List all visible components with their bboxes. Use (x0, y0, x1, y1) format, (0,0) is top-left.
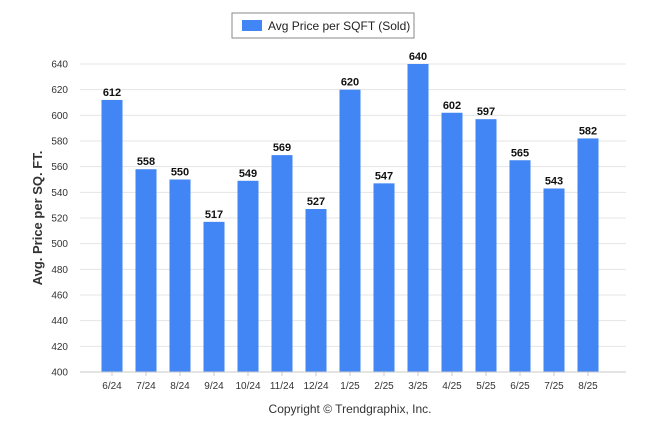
y-tick-label: 400 (51, 368, 68, 379)
y-tick-label: 480 (51, 265, 68, 276)
bar (577, 138, 599, 372)
legend-swatch (242, 20, 262, 31)
bar-value-label: 558 (137, 156, 155, 168)
bar (339, 89, 361, 373)
x-tick-label: 12/24 (303, 381, 328, 392)
x-tick-label: 8/24 (170, 381, 190, 392)
bar (237, 180, 259, 372)
x-tick-label: 3/25 (408, 381, 428, 392)
bar (271, 155, 293, 372)
x-tick-label: 8/25 (578, 381, 598, 392)
bar-value-label: 565 (511, 147, 529, 159)
x-tick-label: 11/24 (270, 381, 295, 392)
bar-value-label: 547 (375, 170, 393, 182)
x-tick-label: 4/25 (442, 381, 462, 392)
legend-box (231, 12, 415, 39)
x-tick-label: 6/24 (102, 381, 122, 392)
bar-value-label: 597 (477, 106, 495, 118)
x-tick-label: 7/25 (544, 381, 564, 392)
bar-value-label: 550 (171, 167, 189, 179)
legend-label: Avg Price per SQFT (Sold) (268, 19, 410, 33)
bar-value-label: 517 (205, 209, 223, 221)
y-tick-label: 640 (51, 60, 68, 71)
bar (135, 169, 157, 372)
y-tick-label: 420 (51, 342, 68, 353)
bar-value-label: 543 (545, 175, 563, 187)
y-tick-label: 600 (51, 111, 68, 122)
bar (509, 160, 531, 372)
bar-value-label: 569 (273, 142, 291, 154)
bar-value-label: 602 (443, 100, 461, 112)
y-axis-ticks: 400 420 440 460 480 500 520 540 560 580 600 620 640 (51, 60, 68, 379)
bar-value-label: 612 (103, 87, 121, 99)
bar-value-label: 640 (409, 51, 427, 63)
y-tick-label: 500 (51, 239, 68, 250)
x-tick-label: 9/24 (204, 381, 224, 392)
copyright-text: Copyright © Trendgraphix, Inc. (269, 402, 432, 416)
x-axis-ticks: 6/24 7/24 8/24 9/24 10/24 11/24 12/24 1/25 2/25 3… (102, 372, 598, 392)
y-tick-label: 560 (51, 162, 68, 173)
bar (373, 183, 395, 372)
bar-value-label: 527 (307, 196, 325, 208)
bar (305, 209, 327, 372)
bar-value-label: 620 (341, 77, 359, 89)
bars (101, 64, 599, 373)
bar (475, 119, 497, 372)
y-tick-label: 580 (51, 137, 68, 148)
y-tick-label: 520 (51, 214, 68, 225)
legend: Avg Price per SQFT (Sold) (231, 12, 415, 39)
bar (407, 64, 429, 372)
bar (441, 112, 463, 373)
bar (203, 221, 225, 372)
x-tick-label: 7/24 (136, 381, 156, 392)
y-tick-label: 440 (51, 316, 68, 327)
x-tick-label: 10/24 (235, 381, 260, 392)
x-tick-label: 2/25 (374, 381, 394, 392)
y-tick-label: 620 (51, 85, 68, 96)
bar-value-label: 549 (239, 168, 257, 180)
bar (169, 179, 191, 372)
bar (101, 99, 123, 372)
y-tick-label: 540 (51, 188, 68, 199)
value-labels: 612 558 550 517 549 569 527 620 547 640 602 597 565 5… (103, 51, 597, 221)
y-tick-label: 460 (51, 291, 68, 302)
x-tick-label: 1/25 (340, 381, 360, 392)
y-axis-title: Avg. Price per SQ. FT. (30, 151, 45, 286)
x-tick-label: 5/25 (476, 381, 496, 392)
bar (543, 188, 565, 372)
x-tick-label: 6/25 (510, 381, 530, 392)
bar-value-label: 582 (579, 125, 597, 137)
